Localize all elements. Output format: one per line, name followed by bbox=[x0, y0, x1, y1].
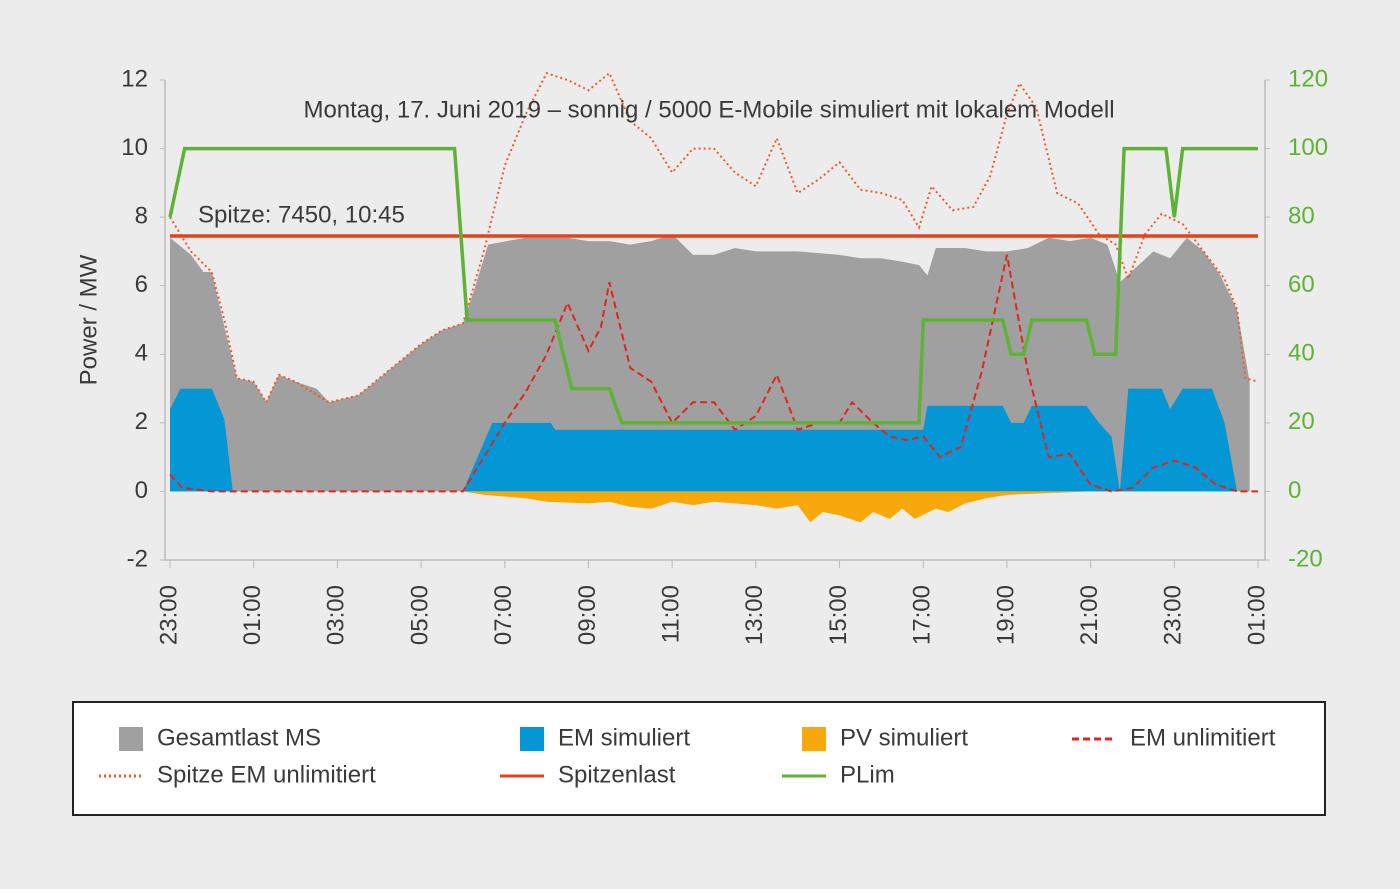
legend-swatch bbox=[119, 727, 143, 751]
x-tick-label: 15:00 bbox=[825, 585, 852, 645]
y-tick-label: 4 bbox=[135, 340, 148, 367]
x-tick-label: 17:00 bbox=[909, 585, 936, 645]
chart-title: Montag, 17. Juni 2019 – sonnig / 5000 E-… bbox=[303, 96, 1114, 123]
legend-label: Spitze EM unlimitiert bbox=[157, 761, 376, 788]
y-tick-label: 12 bbox=[121, 65, 148, 92]
y2-tick-label: 40 bbox=[1288, 340, 1315, 367]
x-tick-label: 19:00 bbox=[992, 585, 1019, 645]
legend-swatch bbox=[520, 727, 544, 751]
x-tick-label: 13:00 bbox=[741, 585, 768, 645]
plot-area bbox=[160, 71, 1270, 568]
annotation: Spitze: 7450, 10:45 bbox=[198, 201, 405, 228]
area bbox=[170, 388, 1238, 492]
legend-label: Gesamtlast MS bbox=[157, 724, 321, 751]
y2-tick-label: 80 bbox=[1288, 202, 1315, 229]
line bbox=[168, 146, 1258, 425]
x-tick-label: 09:00 bbox=[574, 585, 601, 645]
area bbox=[170, 491, 1258, 523]
line bbox=[169, 71, 1259, 405]
legend-label: EM simuliert bbox=[558, 724, 690, 751]
x-tick-label: 05:00 bbox=[406, 585, 433, 645]
y-axis-label: Power / MW bbox=[75, 254, 102, 385]
x-tick-label: 03:00 bbox=[323, 585, 350, 645]
y-tick-label: 10 bbox=[121, 134, 148, 161]
x-tick-label: 01:00 bbox=[1243, 585, 1270, 645]
x-tick-label: 01:00 bbox=[239, 585, 266, 645]
y2-tick-label: 20 bbox=[1288, 408, 1315, 435]
legend-label: PLim bbox=[840, 761, 895, 788]
y-tick-label: 6 bbox=[135, 271, 148, 298]
x-tick-label: 23:00 bbox=[1160, 585, 1187, 645]
legend-label: EM unlimitiert bbox=[1130, 724, 1276, 751]
y2-tick-label: 0 bbox=[1288, 477, 1301, 504]
legend-swatch bbox=[802, 727, 826, 751]
x-tick-label: 11:00 bbox=[657, 585, 684, 643]
x-tick-label: 23:00 bbox=[155, 585, 182, 645]
legend-label: PV simuliert bbox=[840, 724, 968, 751]
y2-tick-label: -20 bbox=[1288, 545, 1323, 572]
y-tick-label: 8 bbox=[135, 202, 148, 229]
legend-label: Spitzenlast bbox=[558, 761, 676, 788]
x-tick-label: 07:00 bbox=[490, 585, 517, 645]
y2-tick-label: 100 bbox=[1288, 134, 1328, 161]
y-tick-label: 2 bbox=[135, 408, 148, 435]
y2-tick-label: 60 bbox=[1288, 271, 1315, 298]
y-tick-label: -2 bbox=[127, 545, 148, 572]
x-tick-label: 21:00 bbox=[1076, 585, 1103, 645]
y2-tick-label: 120 bbox=[1288, 65, 1328, 92]
legend-box bbox=[72, 701, 1326, 816]
y-tick-label: 0 bbox=[135, 477, 148, 504]
